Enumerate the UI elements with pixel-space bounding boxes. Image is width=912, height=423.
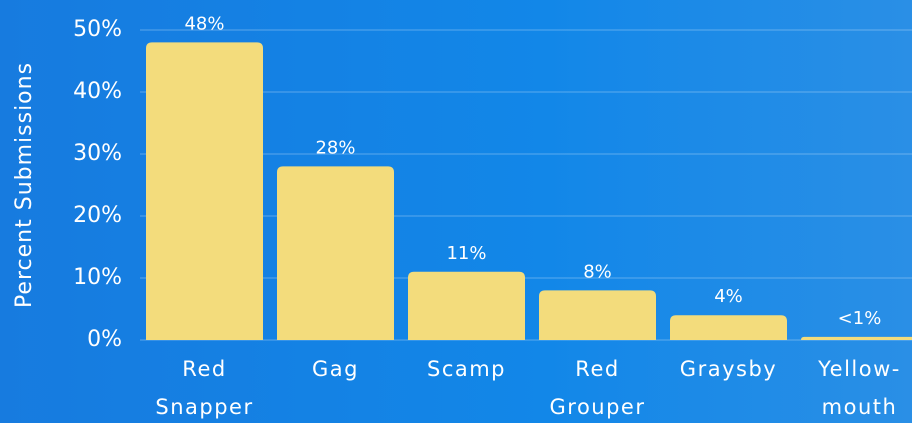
value-label: <1%: [838, 308, 882, 329]
bar: [801, 336, 912, 340]
bar: [670, 315, 787, 340]
y-tick-label: 30%: [73, 141, 122, 166]
x-tick-label: Red Snapper: [155, 357, 254, 419]
value-label: 8%: [583, 261, 612, 282]
x-tick-label: Red Grouper: [549, 357, 646, 419]
bar: [539, 290, 656, 340]
y-tick-label: 20%: [73, 203, 122, 228]
bar: [146, 42, 263, 341]
value-label: 11%: [446, 243, 486, 264]
value-label: 4%: [714, 286, 743, 307]
bar: [408, 271, 525, 340]
bar: [277, 166, 394, 340]
y-axis-label: Percent Submissions: [12, 62, 37, 308]
value-label: 28%: [315, 137, 355, 158]
y-tick-label: 0%: [87, 327, 122, 352]
y-tick-label: 10%: [73, 265, 122, 290]
x-tick-label: Graysby: [679, 357, 778, 381]
x-tick-label: Yellow- mouth: [818, 357, 901, 419]
x-tick-label: Scamp: [426, 357, 507, 381]
y-tick-label: 40%: [73, 79, 122, 104]
x-tick-label: Gag: [312, 357, 359, 381]
value-label: 48%: [184, 13, 224, 34]
y-tick-label: 50%: [73, 17, 122, 42]
